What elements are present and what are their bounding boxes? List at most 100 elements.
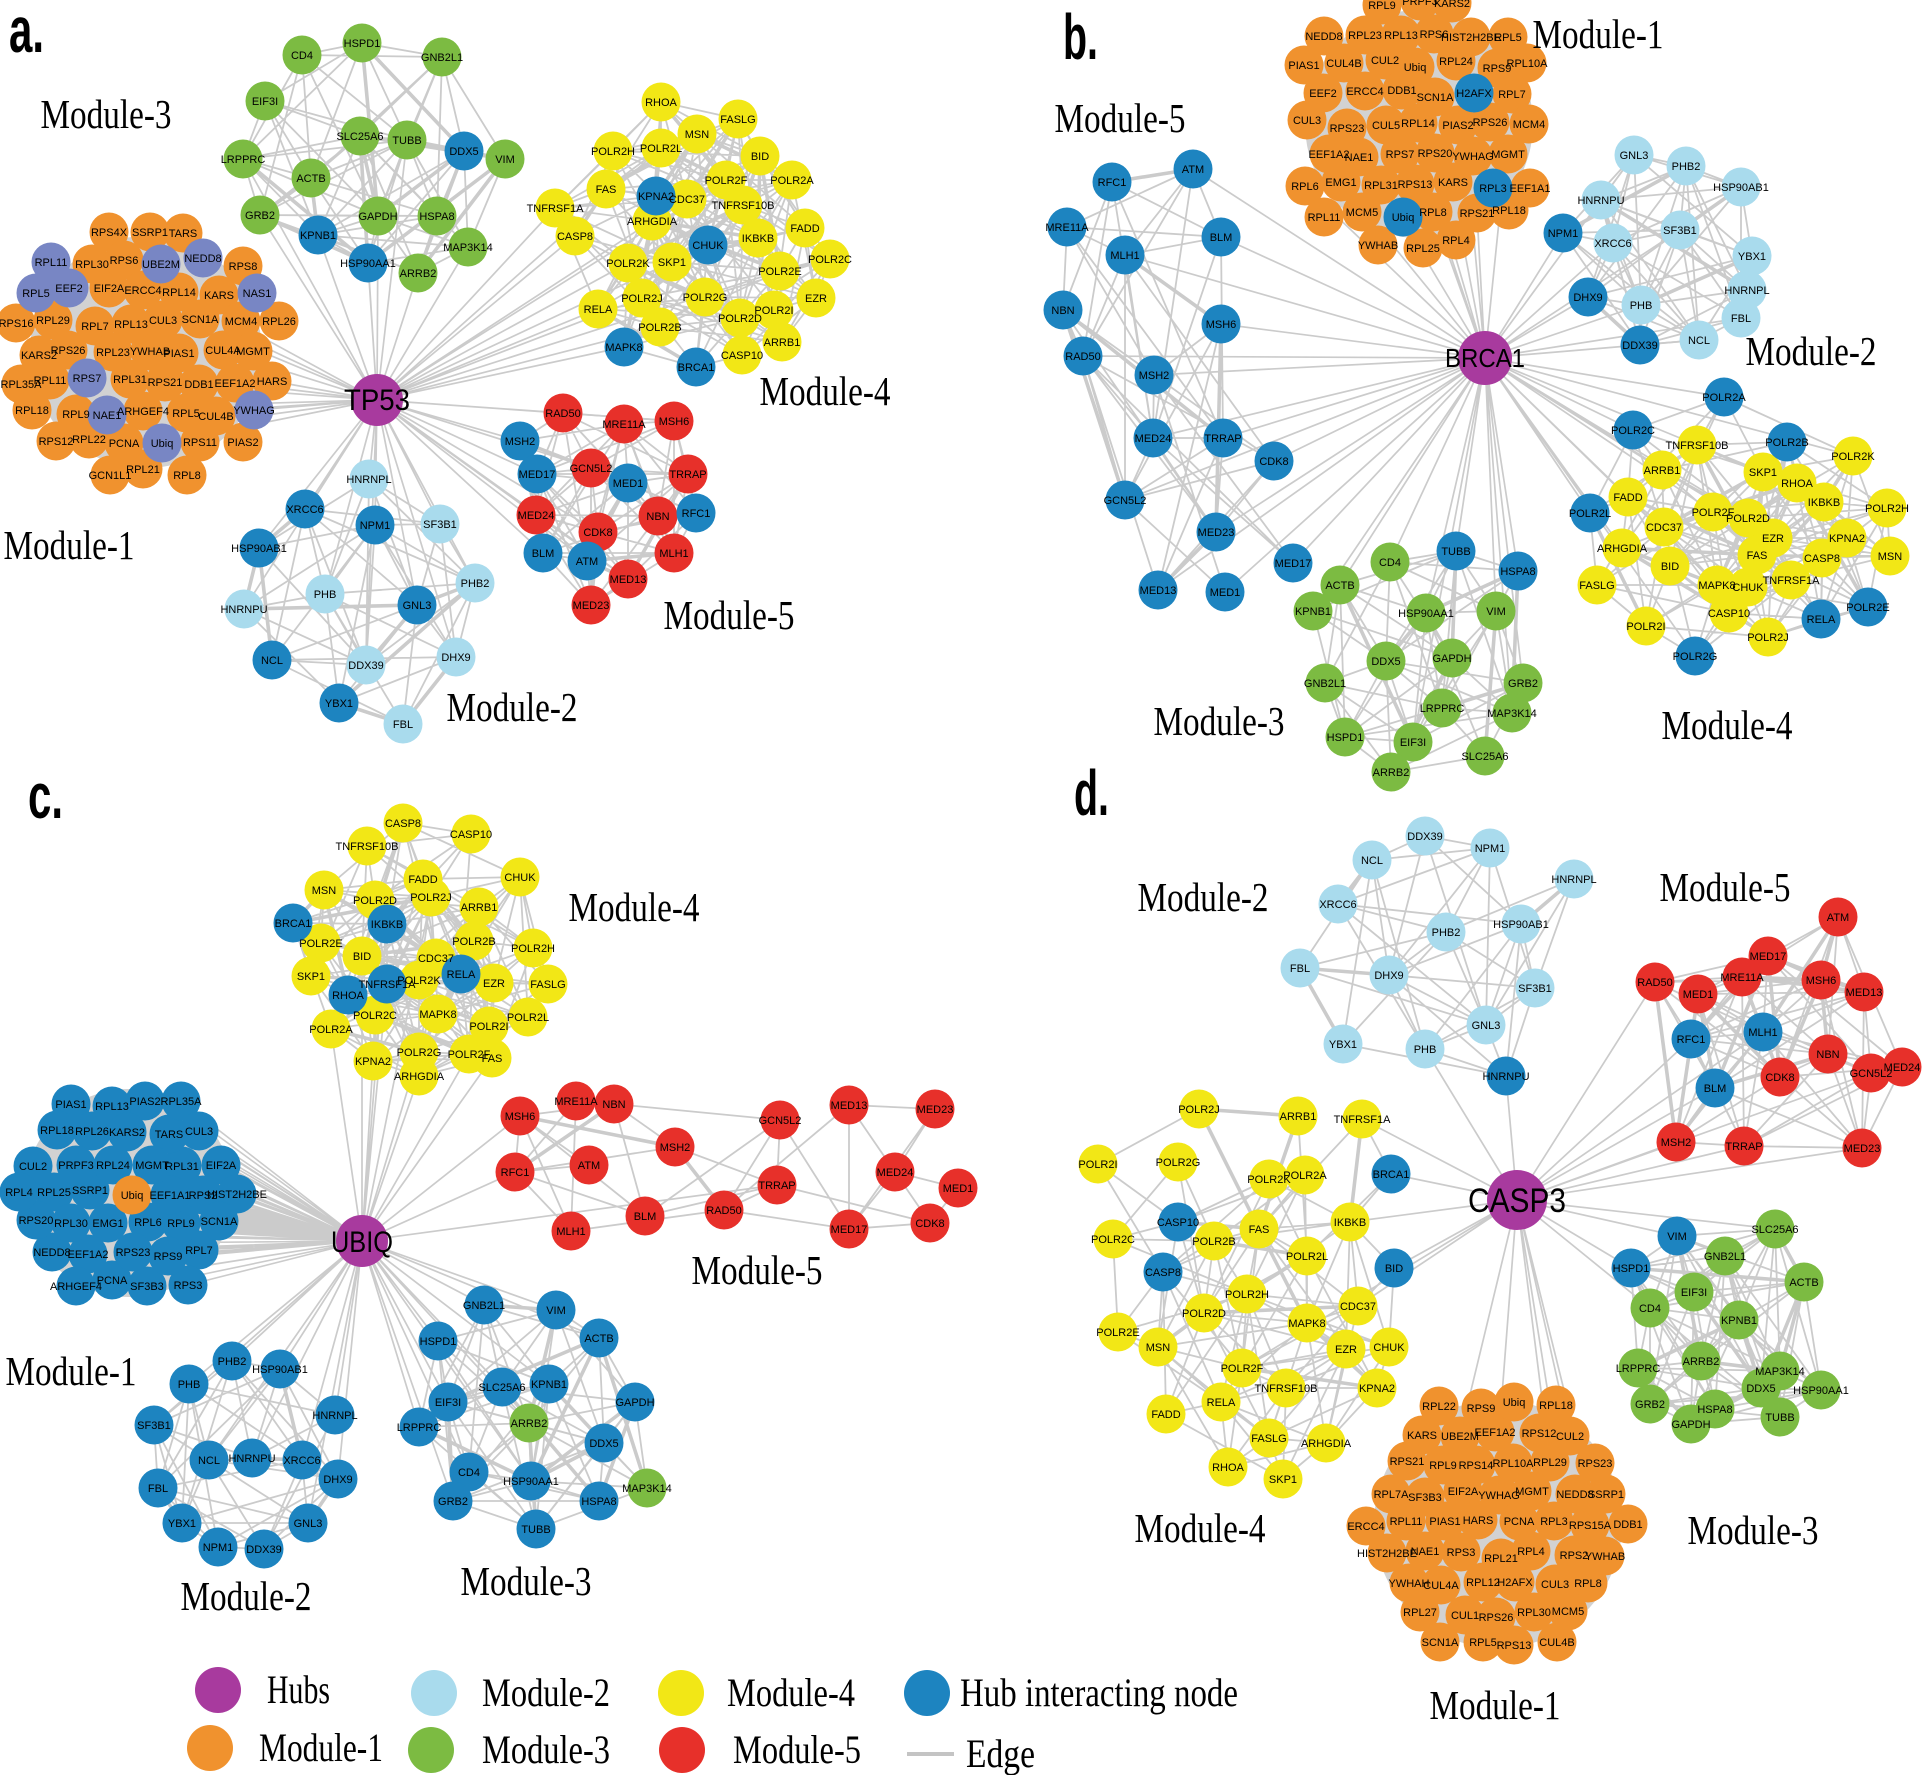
svg-text:RPL4: RPL4 bbox=[1517, 1546, 1545, 1558]
svg-text:HSPA8: HSPA8 bbox=[1697, 1404, 1732, 1416]
svg-text:MSH6: MSH6 bbox=[1206, 319, 1237, 331]
svg-text:Ubiq: Ubiq bbox=[121, 1190, 144, 1202]
svg-text:RAD50: RAD50 bbox=[1065, 351, 1100, 363]
svg-text:YBX1: YBX1 bbox=[1329, 1039, 1357, 1051]
svg-text:PHB2: PHB2 bbox=[1672, 161, 1701, 173]
svg-text:DDX39: DDX39 bbox=[246, 1544, 281, 1556]
svg-text:RPS26: RPS26 bbox=[51, 345, 86, 357]
svg-text:POLR2C: POLR2C bbox=[1611, 425, 1655, 437]
svg-text:ACTB: ACTB bbox=[1325, 580, 1354, 592]
svg-text:TNFRSF10B: TNFRSF10B bbox=[336, 841, 399, 853]
svg-text:CASP10: CASP10 bbox=[721, 350, 763, 362]
svg-text:RPL8: RPL8 bbox=[173, 470, 201, 482]
svg-text:RPS3: RPS3 bbox=[174, 1280, 203, 1292]
svg-text:MED1: MED1 bbox=[1683, 989, 1714, 1001]
svg-text:Ubiq: Ubiq bbox=[1392, 212, 1415, 224]
svg-text:POLR2B: POLR2B bbox=[1765, 437, 1808, 449]
svg-text:TNFRSF10B: TNFRSF10B bbox=[712, 200, 775, 212]
svg-text:LRPPRC: LRPPRC bbox=[1420, 703, 1465, 715]
svg-text:YWHAG: YWHAG bbox=[1452, 151, 1494, 163]
svg-text:TNFRSF1A: TNFRSF1A bbox=[527, 203, 585, 215]
svg-text:POLR2I: POLR2I bbox=[1078, 1159, 1117, 1171]
svg-text:RPL10A: RPL10A bbox=[1507, 58, 1549, 70]
svg-text:Module-1: Module-1 bbox=[4, 522, 135, 568]
svg-text:Module-1: Module-1 bbox=[6, 1348, 137, 1394]
svg-text:GAPDH: GAPDH bbox=[615, 1397, 654, 1409]
svg-text:POLR2C: POLR2C bbox=[808, 254, 852, 266]
svg-text:MED13: MED13 bbox=[1140, 585, 1177, 597]
svg-text:XRCC6: XRCC6 bbox=[1594, 238, 1631, 250]
svg-text:CUL5: CUL5 bbox=[1372, 120, 1400, 132]
svg-text:RPL7: RPL7 bbox=[81, 321, 109, 333]
svg-text:MLH1: MLH1 bbox=[659, 548, 688, 560]
svg-text:RPL31: RPL31 bbox=[1364, 180, 1398, 192]
svg-text:CDK8: CDK8 bbox=[1765, 1072, 1794, 1084]
svg-text:YBX1: YBX1 bbox=[325, 698, 353, 710]
svg-text:CHUK: CHUK bbox=[1373, 1342, 1405, 1354]
svg-text:DDX5: DDX5 bbox=[589, 1438, 618, 1450]
svg-text:RPL11: RPL11 bbox=[1308, 212, 1341, 224]
svg-text:FBL: FBL bbox=[1290, 963, 1310, 975]
svg-text:CUL3: CUL3 bbox=[1293, 115, 1321, 127]
svg-text:MED1: MED1 bbox=[1210, 587, 1241, 599]
svg-text:XRCC6: XRCC6 bbox=[283, 1455, 320, 1467]
svg-text:MSH2: MSH2 bbox=[660, 1142, 691, 1154]
svg-text:RHOA: RHOA bbox=[1781, 478, 1813, 490]
svg-text:ERCC4: ERCC4 bbox=[1346, 86, 1383, 98]
svg-text:FAS: FAS bbox=[482, 1053, 503, 1065]
svg-text:NBN: NBN bbox=[1051, 305, 1074, 317]
svg-text:TARS: TARS bbox=[155, 1129, 184, 1141]
svg-text:MSH2: MSH2 bbox=[1139, 370, 1170, 382]
svg-text:ACTB: ACTB bbox=[296, 173, 325, 185]
svg-text:MED13: MED13 bbox=[831, 1100, 868, 1112]
svg-text:FASLG: FASLG bbox=[1251, 1433, 1286, 1445]
svg-text:RPS23: RPS23 bbox=[116, 1247, 151, 1259]
svg-text:POLR2K: POLR2K bbox=[1831, 451, 1875, 463]
svg-text:IKBKB: IKBKB bbox=[1334, 1217, 1366, 1229]
svg-text:ATM: ATM bbox=[578, 1160, 600, 1172]
svg-text:RPL31: RPL31 bbox=[113, 374, 147, 386]
svg-text:YWHAB: YWHAB bbox=[1585, 1551, 1625, 1563]
svg-text:MSH2: MSH2 bbox=[1661, 1137, 1692, 1149]
svg-text:NEDD8: NEDD8 bbox=[1556, 1489, 1593, 1501]
svg-text:GNL3: GNL3 bbox=[1620, 150, 1649, 162]
svg-text:HNRNPL: HNRNPL bbox=[312, 1410, 357, 1422]
svg-text:POLR2C: POLR2C bbox=[353, 1010, 397, 1022]
svg-text:RPS9: RPS9 bbox=[1483, 63, 1512, 75]
svg-text:BLM: BLM bbox=[634, 1211, 657, 1223]
svg-text:KPNB1: KPNB1 bbox=[300, 230, 336, 242]
svg-text:KARS: KARS bbox=[1407, 1430, 1437, 1442]
svg-text:RPS12: RPS12 bbox=[39, 436, 74, 448]
svg-text:POLR2L: POLR2L bbox=[1569, 508, 1611, 520]
svg-text:RPL5: RPL5 bbox=[22, 288, 50, 300]
svg-text:DHX9: DHX9 bbox=[323, 1474, 352, 1486]
svg-text:RPL7A: RPL7A bbox=[1374, 1489, 1410, 1501]
svg-text:RPL27: RPL27 bbox=[1403, 1607, 1437, 1619]
svg-text:FADD: FADD bbox=[790, 223, 819, 235]
svg-text:DDX39: DDX39 bbox=[1622, 340, 1657, 352]
svg-text:TUBB: TUBB bbox=[1441, 546, 1470, 558]
svg-text:NEDD8: NEDD8 bbox=[33, 1247, 70, 1259]
svg-text:KARS2: KARS2 bbox=[109, 1127, 145, 1139]
svg-text:MAP3K14: MAP3K14 bbox=[1755, 1366, 1805, 1378]
svg-text:PIAS2: PIAS2 bbox=[1442, 120, 1473, 132]
svg-text:CHUK: CHUK bbox=[504, 872, 536, 884]
svg-text:FASLG: FASLG bbox=[530, 979, 565, 991]
svg-text:ARHGDIA: ARHGDIA bbox=[1301, 1438, 1352, 1450]
svg-text:MRE11A: MRE11A bbox=[1720, 972, 1764, 984]
svg-text:BID: BID bbox=[1385, 1263, 1403, 1275]
svg-text:POLR2F: POLR2F bbox=[705, 175, 748, 187]
svg-text:CHUK: CHUK bbox=[1732, 582, 1764, 594]
svg-text:RPS6: RPS6 bbox=[110, 255, 139, 267]
svg-text:Module-5: Module-5 bbox=[664, 592, 795, 638]
svg-text:RELA: RELA bbox=[1207, 1397, 1236, 1409]
svg-text:RPS13: RPS13 bbox=[1398, 179, 1433, 191]
svg-text:GNB2L1: GNB2L1 bbox=[1304, 678, 1346, 690]
svg-text:RPL7: RPL7 bbox=[185, 1245, 213, 1257]
svg-text:RPL11: RPL11 bbox=[34, 375, 67, 387]
svg-text:DHX9: DHX9 bbox=[441, 652, 470, 664]
svg-text:RPS15A: RPS15A bbox=[1569, 1520, 1612, 1532]
svg-text:POLR2A: POLR2A bbox=[309, 1024, 353, 1036]
svg-text:RPS23: RPS23 bbox=[1578, 1458, 1613, 1470]
svg-text:YWHAG: YWHAG bbox=[233, 405, 275, 417]
